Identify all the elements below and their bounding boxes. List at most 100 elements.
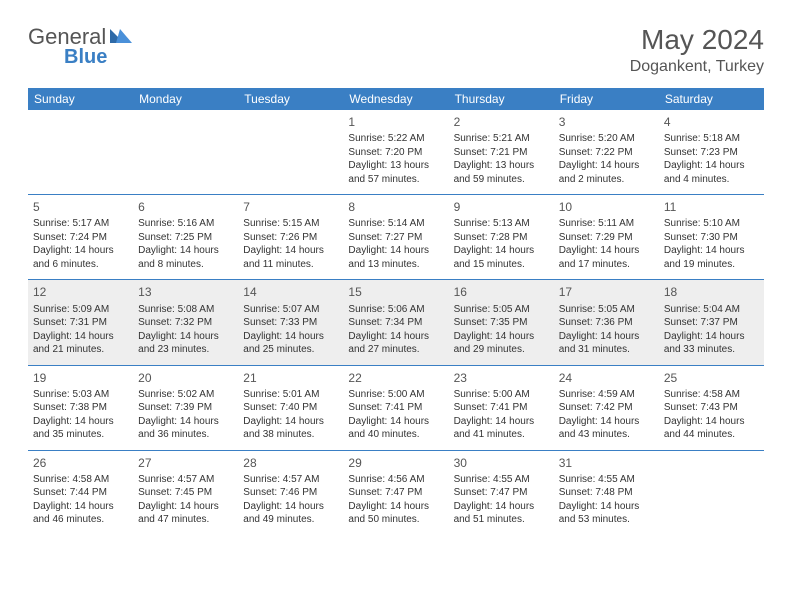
sunset-text: Sunset: 7:38 PM <box>33 401 128 415</box>
daylight-text: and 2 minutes. <box>559 173 654 187</box>
logo: General Blue <box>28 24 134 50</box>
daylight-text: Daylight: 14 hours <box>348 415 443 429</box>
daylight-text: and 11 minutes. <box>243 258 338 272</box>
weekday-header: Saturday <box>659 88 764 110</box>
daylight-text: Daylight: 14 hours <box>348 244 443 258</box>
sunset-text: Sunset: 7:43 PM <box>664 401 759 415</box>
day-number: 15 <box>348 284 443 300</box>
daylight-text: and 46 minutes. <box>33 513 128 527</box>
day-number: 10 <box>559 199 654 215</box>
sunset-text: Sunset: 7:37 PM <box>664 316 759 330</box>
day-number: 2 <box>454 114 549 130</box>
daylight-text: Daylight: 14 hours <box>559 244 654 258</box>
daylight-text: Daylight: 14 hours <box>138 500 233 514</box>
daylight-text: Daylight: 14 hours <box>243 244 338 258</box>
day-number: 25 <box>664 370 759 386</box>
calendar-day-cell: 11Sunrise: 5:10 AMSunset: 7:30 PMDayligh… <box>659 195 764 280</box>
daylight-text: Daylight: 14 hours <box>33 330 128 344</box>
daylight-text: Daylight: 14 hours <box>348 330 443 344</box>
daylight-text: Daylight: 14 hours <box>559 159 654 173</box>
weekday-header: Friday <box>554 88 659 110</box>
daylight-text: and 35 minutes. <box>33 428 128 442</box>
daylight-text: Daylight: 14 hours <box>454 500 549 514</box>
calendar-table: SundayMondayTuesdayWednesdayThursdayFrid… <box>28 88 764 535</box>
daylight-text: Daylight: 14 hours <box>664 330 759 344</box>
calendar-week-row: 1Sunrise: 5:22 AMSunset: 7:20 PMDaylight… <box>28 110 764 195</box>
calendar-day-cell: 4Sunrise: 5:18 AMSunset: 7:23 PMDaylight… <box>659 110 764 195</box>
daylight-text: and 8 minutes. <box>138 258 233 272</box>
calendar-day-cell: 18Sunrise: 5:04 AMSunset: 7:37 PMDayligh… <box>659 280 764 365</box>
sunrise-text: Sunrise: 5:14 AM <box>348 217 443 231</box>
daylight-text: and 25 minutes. <box>243 343 338 357</box>
sunrise-text: Sunrise: 5:21 AM <box>454 132 549 146</box>
sunrise-text: Sunrise: 4:55 AM <box>454 473 549 487</box>
day-number: 31 <box>559 455 654 471</box>
daylight-text: and 38 minutes. <box>243 428 338 442</box>
day-number: 27 <box>138 455 233 471</box>
daylight-text: Daylight: 14 hours <box>33 415 128 429</box>
daylight-text: and 36 minutes. <box>138 428 233 442</box>
title-block: May 2024 Dogankent, Turkey <box>630 24 764 76</box>
sunset-text: Sunset: 7:41 PM <box>454 401 549 415</box>
calendar-day-cell: 22Sunrise: 5:00 AMSunset: 7:41 PMDayligh… <box>343 365 448 450</box>
calendar-day-cell: 2Sunrise: 5:21 AMSunset: 7:21 PMDaylight… <box>449 110 554 195</box>
sunset-text: Sunset: 7:34 PM <box>348 316 443 330</box>
day-number: 9 <box>454 199 549 215</box>
sunset-text: Sunset: 7:21 PM <box>454 146 549 160</box>
day-number: 20 <box>138 370 233 386</box>
sunrise-text: Sunrise: 5:08 AM <box>138 303 233 317</box>
sunrise-text: Sunrise: 4:57 AM <box>243 473 338 487</box>
day-number: 14 <box>243 284 338 300</box>
daylight-text: and 15 minutes. <box>454 258 549 272</box>
calendar-day-cell: 21Sunrise: 5:01 AMSunset: 7:40 PMDayligh… <box>238 365 343 450</box>
daylight-text: Daylight: 14 hours <box>664 244 759 258</box>
day-number: 17 <box>559 284 654 300</box>
sunset-text: Sunset: 7:46 PM <box>243 486 338 500</box>
sunrise-text: Sunrise: 5:09 AM <box>33 303 128 317</box>
day-number: 8 <box>348 199 443 215</box>
calendar-day-cell: 30Sunrise: 4:55 AMSunset: 7:47 PMDayligh… <box>449 450 554 535</box>
day-number: 3 <box>559 114 654 130</box>
day-number: 13 <box>138 284 233 300</box>
weekday-header-row: SundayMondayTuesdayWednesdayThursdayFrid… <box>28 88 764 110</box>
sunrise-text: Sunrise: 4:59 AM <box>559 388 654 402</box>
weekday-header: Monday <box>133 88 238 110</box>
daylight-text: and 50 minutes. <box>348 513 443 527</box>
calendar-day-cell: 25Sunrise: 4:58 AMSunset: 7:43 PMDayligh… <box>659 365 764 450</box>
sunrise-text: Sunrise: 5:05 AM <box>559 303 654 317</box>
calendar-day-cell: 31Sunrise: 4:55 AMSunset: 7:48 PMDayligh… <box>554 450 659 535</box>
sunset-text: Sunset: 7:30 PM <box>664 231 759 245</box>
calendar-day-cell: 26Sunrise: 4:58 AMSunset: 7:44 PMDayligh… <box>28 450 133 535</box>
weekday-header: Sunday <box>28 88 133 110</box>
calendar-day-cell <box>28 110 133 195</box>
calendar-day-cell <box>133 110 238 195</box>
daylight-text: Daylight: 14 hours <box>664 159 759 173</box>
sunset-text: Sunset: 7:42 PM <box>559 401 654 415</box>
sunrise-text: Sunrise: 4:58 AM <box>664 388 759 402</box>
sunrise-text: Sunrise: 5:01 AM <box>243 388 338 402</box>
sunrise-text: Sunrise: 4:58 AM <box>33 473 128 487</box>
calendar-week-row: 5Sunrise: 5:17 AMSunset: 7:24 PMDaylight… <box>28 195 764 280</box>
daylight-text: and 23 minutes. <box>138 343 233 357</box>
daylight-text: and 4 minutes. <box>664 173 759 187</box>
calendar-day-cell: 17Sunrise: 5:05 AMSunset: 7:36 PMDayligh… <box>554 280 659 365</box>
sunrise-text: Sunrise: 5:17 AM <box>33 217 128 231</box>
daylight-text: and 47 minutes. <box>138 513 233 527</box>
sunset-text: Sunset: 7:31 PM <box>33 316 128 330</box>
daylight-text: and 17 minutes. <box>559 258 654 272</box>
daylight-text: Daylight: 14 hours <box>138 244 233 258</box>
calendar-week-row: 12Sunrise: 5:09 AMSunset: 7:31 PMDayligh… <box>28 280 764 365</box>
sunset-text: Sunset: 7:29 PM <box>559 231 654 245</box>
calendar-week-row: 19Sunrise: 5:03 AMSunset: 7:38 PMDayligh… <box>28 365 764 450</box>
day-number: 28 <box>243 455 338 471</box>
sunset-text: Sunset: 7:24 PM <box>33 231 128 245</box>
sunset-text: Sunset: 7:39 PM <box>138 401 233 415</box>
daylight-text: Daylight: 14 hours <box>138 330 233 344</box>
daylight-text: Daylight: 14 hours <box>243 500 338 514</box>
calendar-day-cell: 16Sunrise: 5:05 AMSunset: 7:35 PMDayligh… <box>449 280 554 365</box>
sunrise-text: Sunrise: 5:20 AM <box>559 132 654 146</box>
sunset-text: Sunset: 7:26 PM <box>243 231 338 245</box>
calendar-day-cell: 13Sunrise: 5:08 AMSunset: 7:32 PMDayligh… <box>133 280 238 365</box>
sunrise-text: Sunrise: 5:18 AM <box>664 132 759 146</box>
sunrise-text: Sunrise: 5:03 AM <box>33 388 128 402</box>
